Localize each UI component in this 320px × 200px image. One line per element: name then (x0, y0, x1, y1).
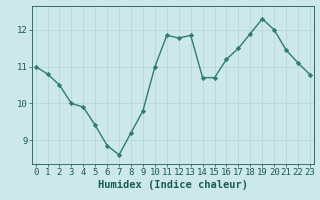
X-axis label: Humidex (Indice chaleur): Humidex (Indice chaleur) (98, 180, 248, 190)
